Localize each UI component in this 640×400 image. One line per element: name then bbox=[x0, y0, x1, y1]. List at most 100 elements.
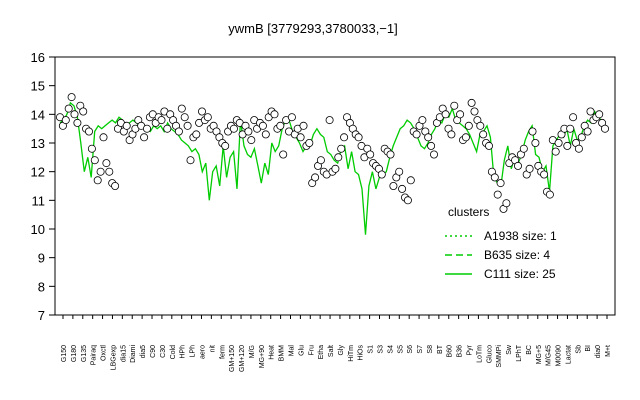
legend: clusters A1938 size: 1 B635 size: 4 C111 s… bbox=[445, 205, 557, 281]
x-tick-label: G150 bbox=[61, 345, 68, 362]
data-point bbox=[528, 127, 537, 136]
data-point bbox=[493, 190, 502, 199]
data-point bbox=[90, 156, 99, 165]
data-point bbox=[177, 104, 186, 113]
y-tick-label: 10 bbox=[31, 222, 45, 237]
data-point bbox=[142, 124, 151, 133]
data-point bbox=[105, 167, 114, 176]
x-tick-label: M0090 bbox=[556, 345, 563, 367]
x-tick-label: S4 bbox=[387, 345, 394, 354]
data-point bbox=[563, 141, 572, 150]
data-point bbox=[551, 147, 560, 156]
x-tick-label: Sw bbox=[506, 344, 513, 355]
x-tick-label: GM+120 bbox=[239, 345, 246, 372]
data-point bbox=[441, 110, 450, 119]
data-point bbox=[85, 127, 94, 136]
data-point bbox=[87, 144, 96, 153]
data-point bbox=[311, 173, 320, 182]
data-point bbox=[467, 98, 476, 107]
y-tick-label: 8 bbox=[38, 279, 45, 294]
data-point bbox=[276, 121, 285, 130]
data-point bbox=[163, 124, 172, 133]
x-tick-label: Sb bbox=[575, 345, 582, 354]
y-tick-label: 11 bbox=[32, 193, 46, 208]
data-point bbox=[601, 124, 610, 133]
data-point bbox=[316, 156, 325, 165]
x-tick-label: Salt bbox=[328, 345, 335, 357]
x-tick-label: GM+150 bbox=[229, 345, 236, 372]
y-tick-label: 13 bbox=[31, 136, 45, 151]
data-point bbox=[354, 133, 363, 142]
data-point bbox=[102, 159, 111, 168]
data-point bbox=[586, 107, 595, 116]
x-tick-label: Fru bbox=[308, 345, 315, 356]
data-point bbox=[450, 101, 459, 110]
x-tick-label: ferm bbox=[219, 345, 226, 359]
x-tick-label: S7 bbox=[417, 345, 424, 354]
x-tick-label: Etha bbox=[318, 345, 325, 360]
x-axis: G150 G180 G135 Pairaq Oxctl LBGexp dia15 Diami d… bbox=[61, 315, 612, 372]
data-point bbox=[484, 141, 493, 150]
y-tick-label: 14 bbox=[31, 107, 45, 122]
x-tick-label: M/G bbox=[249, 345, 256, 358]
data-point bbox=[122, 121, 131, 130]
data-point bbox=[258, 121, 267, 130]
data-point bbox=[61, 116, 70, 125]
x-tick-label: Glu bbox=[298, 345, 305, 356]
data-point bbox=[337, 144, 346, 153]
x-tick-label: BMM bbox=[279, 345, 286, 362]
data-point bbox=[244, 127, 253, 136]
data-point bbox=[502, 199, 511, 208]
data-point bbox=[456, 110, 465, 119]
x-tick-label: Gluco bbox=[486, 345, 493, 363]
data-point bbox=[424, 133, 433, 142]
data-point bbox=[111, 181, 120, 190]
x-tick-label: Gly bbox=[338, 345, 345, 356]
data-point bbox=[70, 110, 79, 119]
data-point bbox=[447, 130, 456, 139]
x-tick-label: HiTm bbox=[348, 345, 355, 362]
x-tick-label: SMMPi bbox=[496, 345, 503, 368]
x-tick-label: S6 bbox=[407, 345, 414, 354]
data-point bbox=[183, 121, 192, 130]
chart-title: ywmB [3779293,3780033,−1] bbox=[228, 21, 398, 36]
x-tick-label: aero bbox=[199, 345, 206, 359]
data-point bbox=[429, 150, 438, 159]
x-tick-label: LoTm bbox=[476, 345, 483, 363]
x-tick-label: S3 bbox=[378, 345, 385, 354]
data-point bbox=[287, 113, 296, 122]
x-tick-label: S8 bbox=[427, 345, 434, 354]
x-tick-label: LBGexp bbox=[110, 345, 117, 370]
x-tick-label: dia5 bbox=[140, 345, 147, 358]
data-point bbox=[574, 144, 583, 153]
data-point bbox=[67, 93, 76, 102]
y-tick-label: 7 bbox=[38, 308, 45, 323]
x-tick-label: S1 bbox=[368, 345, 375, 354]
y-tick-label: 9 bbox=[38, 251, 45, 266]
data-point bbox=[403, 196, 412, 205]
data-point bbox=[229, 124, 238, 133]
legend-label: B635 size: 4 bbox=[484, 248, 550, 262]
data-point bbox=[389, 181, 398, 190]
data-point bbox=[569, 113, 578, 122]
data-point bbox=[79, 107, 88, 116]
data-point bbox=[545, 190, 554, 199]
legend-label: C111 size: 25 bbox=[484, 267, 556, 281]
data-point bbox=[96, 167, 105, 176]
x-tick-label: M/G45 bbox=[546, 345, 553, 366]
data-point bbox=[192, 130, 201, 139]
x-tick-label: B60 bbox=[447, 345, 454, 358]
data-point bbox=[531, 138, 540, 147]
x-tick-label: BC bbox=[526, 345, 533, 355]
data-point bbox=[583, 127, 592, 136]
x-tick-label: S5 bbox=[397, 345, 404, 354]
data-point bbox=[174, 127, 183, 136]
x-tick-label: C30 bbox=[160, 345, 167, 358]
x-tick-label: dia15 bbox=[120, 345, 127, 362]
data-point bbox=[296, 133, 305, 142]
x-tick-label: M+t bbox=[605, 345, 612, 357]
x-tick-label: Pyr bbox=[467, 344, 474, 355]
x-tick-label: B36 bbox=[457, 345, 464, 358]
data-point bbox=[519, 144, 528, 153]
